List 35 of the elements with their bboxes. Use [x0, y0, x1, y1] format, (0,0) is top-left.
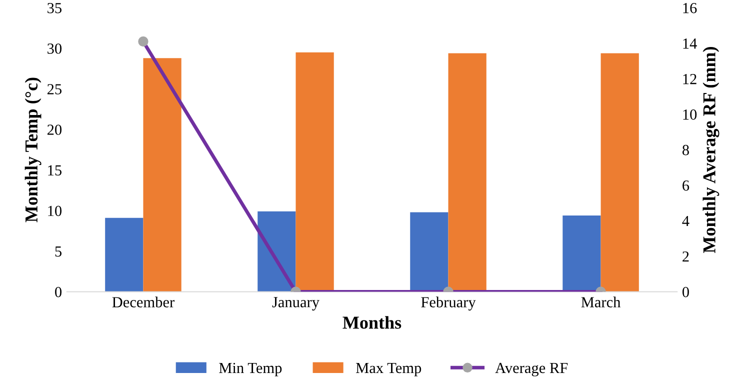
y-axis-title: Monthly Temp (°c) [24, 78, 42, 222]
y-tick-label: 5 [55, 246, 62, 257]
y2-tick-label: 12 [683, 74, 696, 84]
x-tick-label: February [421, 296, 476, 311]
bar [448, 53, 486, 292]
y-tick-label: 35 [48, 2, 62, 14]
bar [410, 212, 448, 292]
y-tick-label: 0 [55, 286, 62, 298]
y-tick-label: 20 [47, 124, 62, 135]
bar [105, 218, 144, 292]
bar [562, 215, 601, 292]
y2-tick-label: 0 [682, 286, 689, 298]
legend-label: Max Temp [356, 362, 422, 376]
legend-label: Min Temp [219, 362, 282, 376]
y2-tick-label: 4 [682, 216, 690, 226]
y-tick-label: 10 [48, 206, 62, 216]
bar [258, 211, 296, 292]
bar [296, 52, 334, 292]
bar [143, 58, 182, 292]
x-tick-label: January [272, 297, 320, 310]
bar [600, 53, 639, 292]
y2-tick-label: 10 [683, 109, 697, 120]
x-tick-label: March [581, 296, 621, 308]
y2-axis-title: Monthly Average RF (mm) [702, 47, 720, 253]
y2-tick-label: 16 [683, 2, 697, 14]
y2-tick-label: 2 [682, 251, 689, 262]
x-axis-title: Months [342, 316, 402, 329]
y-tick-label: 30 [48, 43, 62, 54]
x-tick-label: December [112, 296, 174, 308]
y2-tick-label: 8 [682, 144, 689, 156]
y-tick-label: 15 [48, 165, 62, 176]
legend-label: Average RF [495, 362, 568, 376]
y2-tick-label: 6 [682, 180, 690, 191]
y-tick-label: 25 [47, 84, 62, 94]
y2-tick-label: 14 [683, 38, 697, 49]
